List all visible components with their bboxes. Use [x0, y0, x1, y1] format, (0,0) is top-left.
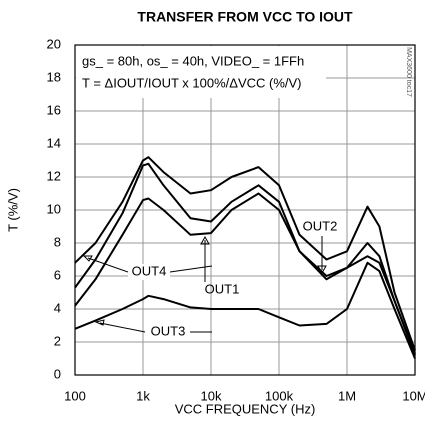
figure-id: MAX3600 toc17 — [405, 47, 412, 97]
y-tick-label: 0 — [54, 366, 61, 381]
x-tick-label: 100k — [265, 388, 294, 403]
series-label: OUT1 — [205, 281, 240, 296]
series-line — [74, 162, 416, 354]
chart-title: TRANSFER FROM VCC TO IOUT — [137, 9, 353, 25]
annotation: gs_ = 80h, os_ = 40h, VIDEO_ = 1FFh — [82, 53, 304, 68]
y-tick-label: 16 — [47, 102, 61, 117]
arrow — [317, 236, 327, 275]
y-tick-label: 18 — [47, 69, 61, 84]
y-tick-label: 12 — [47, 168, 61, 183]
y-tick-label: 6 — [54, 267, 61, 282]
x-tick-label: 1M — [338, 388, 356, 403]
series-labels: OUT4 OUT1 OUT2 OUT3 — [82, 218, 338, 338]
x-tick-label: 10k — [201, 388, 222, 403]
y-axis-label: T (%/V) — [5, 188, 20, 232]
arrow — [200, 235, 210, 282]
annotation: T = ΔIOUT/IOUT x 100%/ΔVCC (%/V) — [82, 75, 302, 90]
y-tick-label: 20 — [47, 36, 61, 51]
series-line — [74, 261, 416, 359]
y-tick-label: 2 — [54, 333, 61, 348]
x-tick-label: 10M — [402, 388, 425, 403]
x-tick-label: 1k — [136, 388, 150, 403]
note-box — [76, 46, 326, 98]
plot-frame — [74, 44, 416, 376]
x-tick-label: 100 — [64, 388, 86, 403]
arrow — [94, 319, 212, 333]
series-label: OUT3 — [151, 323, 186, 338]
series-label: OUT4 — [132, 263, 167, 278]
x-axis-label: VCC FREQUENCY (Hz) — [175, 401, 316, 416]
y-tick-label: 8 — [54, 234, 61, 249]
lines — [74, 156, 416, 359]
label-bg — [128, 264, 170, 280]
y-tick-label: 4 — [54, 300, 61, 315]
y-tick-label: 14 — [47, 135, 61, 150]
y-tick-label: 10 — [47, 201, 61, 216]
series-label: OUT2 — [303, 218, 338, 233]
series-line — [74, 192, 416, 356]
series-line — [74, 156, 416, 351]
